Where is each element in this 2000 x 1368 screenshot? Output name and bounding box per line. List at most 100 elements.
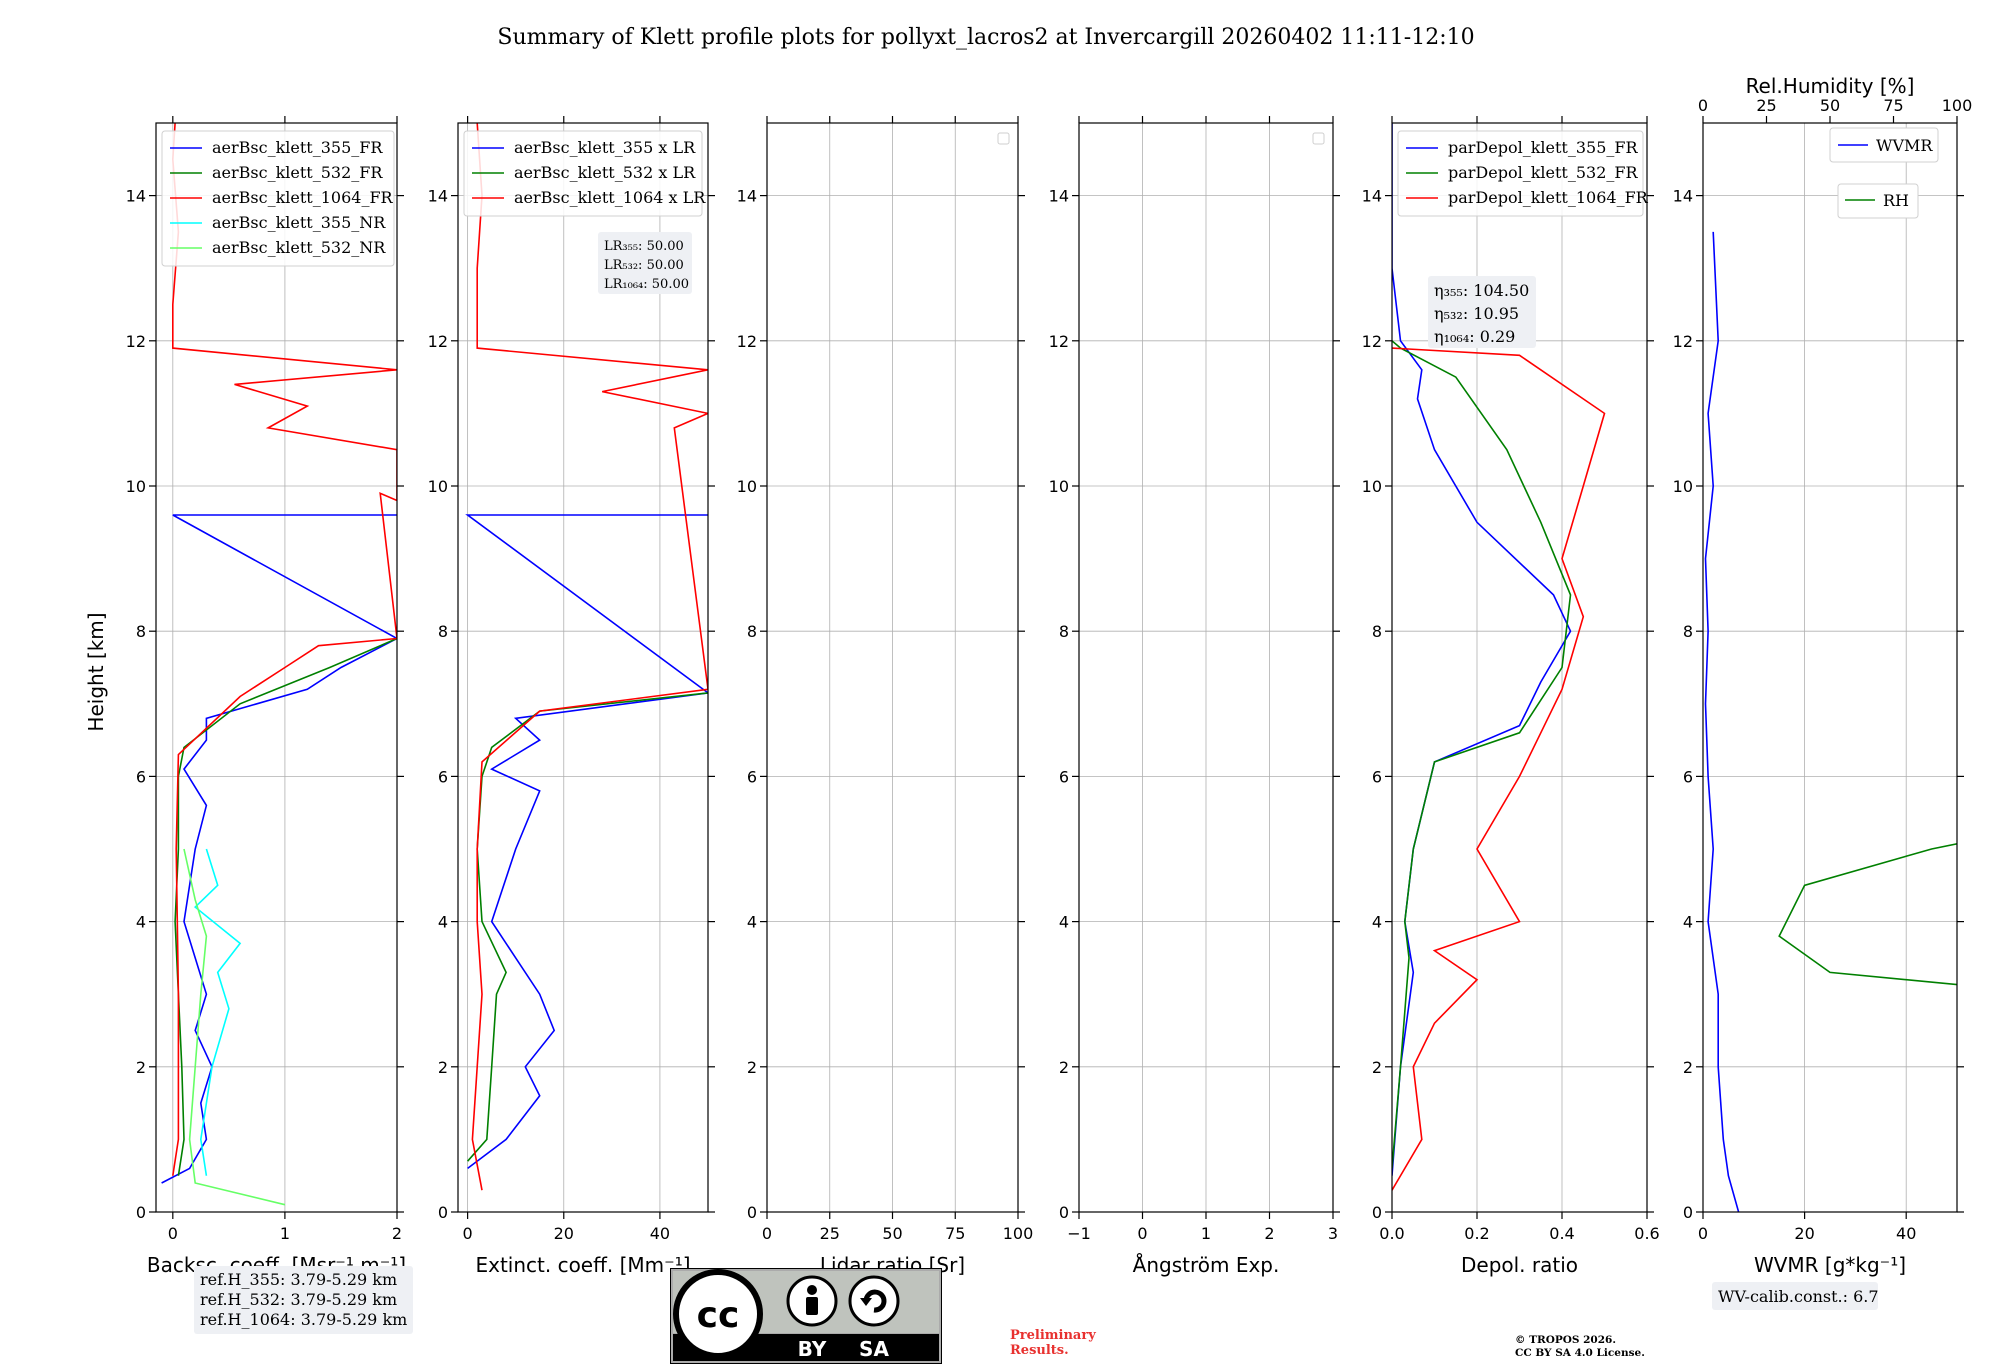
x-tick-label: 40 xyxy=(1896,1224,1916,1243)
series-line-aerBsc_klett_532 x LR xyxy=(468,693,708,1161)
x-tick-label: 0 xyxy=(762,1224,772,1243)
y-tick-label: 4 xyxy=(438,913,448,932)
x2-axis-label: Rel.Humidity [%] xyxy=(1746,74,1915,98)
sa-share-alike-icon xyxy=(850,1277,898,1325)
y-tick-label: 14 xyxy=(1362,187,1382,206)
y-tick-label: 8 xyxy=(1372,622,1382,641)
x-axis-label: Depol. ratio xyxy=(1461,1253,1578,1277)
legend-label: RH xyxy=(1883,191,1909,210)
lidar-ratio-label: LR₁₀₆₄: 50.00 xyxy=(604,277,689,292)
series-line-RH xyxy=(1779,668,2000,1213)
series-line-aerBsc_klett_355_FR xyxy=(162,515,397,1183)
y-tick-label: 12 xyxy=(1673,332,1693,351)
series-line-parDepol_klett_532_FR xyxy=(1392,341,1571,1169)
x-tick-label: −1 xyxy=(1067,1224,1091,1243)
y-tick-label: 12 xyxy=(1049,332,1069,351)
x-tick-label: 100 xyxy=(1003,1224,1034,1243)
legend-label: aerBsc_klett_1064 x LR xyxy=(514,188,706,207)
series-group xyxy=(162,123,397,1205)
empty-legend-box xyxy=(998,133,1009,144)
series-line-aerBsc_klett_355_NR xyxy=(195,849,240,1176)
y-tick-label: 6 xyxy=(1683,767,1693,786)
y-tick-label: 8 xyxy=(438,622,448,641)
copyright-note: © TROPOS 2026. CC BY SA 4.0 License. xyxy=(1515,1334,1645,1360)
x-tick-label: 0 xyxy=(463,1224,473,1243)
x-tick-label: 75 xyxy=(945,1224,965,1243)
y-tick-label: 14 xyxy=(737,187,757,206)
y-tick-label: 10 xyxy=(126,477,146,496)
x-tick-label: 2 xyxy=(1264,1224,1274,1243)
cc-text: cc xyxy=(697,1295,740,1336)
eta-label: η₃₅₅: 104.50 xyxy=(1434,281,1529,300)
y-tick-label: 6 xyxy=(1372,767,1382,786)
y-tick-label: 12 xyxy=(126,332,146,351)
x2-tick-label: 25 xyxy=(1756,96,1776,115)
wv-calib-label: WV-calib.const.: 6.7 xyxy=(1718,1287,1879,1306)
axes-frame xyxy=(156,123,397,1212)
y-tick-label: 4 xyxy=(1683,913,1693,932)
x-tick-label: 0 xyxy=(1137,1224,1147,1243)
series-group xyxy=(1706,232,2000,1212)
x-tick-label: 50 xyxy=(882,1224,902,1243)
lidar-ratio-label: LR₃₅₅: 50.00 xyxy=(604,239,684,254)
eta-label: η₅₃₂: 10.95 xyxy=(1434,304,1519,323)
y-tick-label: 6 xyxy=(1059,767,1069,786)
y-tick-label: 0 xyxy=(1683,1203,1693,1222)
preliminary-line: Preliminary xyxy=(1010,1328,1096,1343)
y-tick-label: 8 xyxy=(1059,622,1069,641)
x-axis-label: Extinct. coeff. [Mm⁻¹] xyxy=(475,1253,690,1277)
y-tick-label: 2 xyxy=(1059,1058,1069,1077)
legend-label: WVMR xyxy=(1876,136,1933,155)
legend-label: aerBsc_klett_355_NR xyxy=(212,213,386,232)
x-tick-label: 0.2 xyxy=(1464,1224,1489,1243)
y-tick-label: 12 xyxy=(1362,332,1382,351)
y-tick-label: 8 xyxy=(1683,622,1693,641)
copyright-line: © TROPOS 2026. xyxy=(1515,1334,1645,1347)
x-tick-label: 0.0 xyxy=(1379,1224,1404,1243)
y-tick-label: 0 xyxy=(438,1203,448,1222)
x-tick-label: 40 xyxy=(650,1224,670,1243)
by-label: BY xyxy=(798,1337,827,1361)
y-tick-label: 0 xyxy=(747,1203,757,1222)
y-tick-label: 2 xyxy=(136,1058,146,1077)
y-tick-label: 10 xyxy=(737,477,757,496)
x-tick-label: 20 xyxy=(1794,1224,1814,1243)
y-tick-label: 14 xyxy=(1673,187,1693,206)
lidar-ratio-label: LR₅₃₂: 50.00 xyxy=(604,258,684,273)
x-axis-label: WVMR [g*kg⁻¹] xyxy=(1754,1253,1906,1277)
y-tick-label: 10 xyxy=(1673,477,1693,496)
legend-label: aerBsc_klett_355 x LR xyxy=(514,138,696,157)
y-tick-label: 6 xyxy=(747,767,757,786)
y-axis-label: Height [km] xyxy=(84,612,108,731)
results-line: Results. xyxy=(1010,1343,1096,1358)
ref-height-532: ref.H_532: 3.79-5.29 km xyxy=(200,1290,407,1310)
empty-legend-box xyxy=(1313,133,1324,144)
y-tick-label: 4 xyxy=(136,913,146,932)
legend-label: parDepol_klett_532_FR xyxy=(1448,163,1639,182)
x-tick-label: 20 xyxy=(554,1224,574,1243)
y-tick-label: 6 xyxy=(136,767,146,786)
x2-tick-label: 50 xyxy=(1820,96,1840,115)
legend-label: aerBsc_klett_532_NR xyxy=(212,238,386,257)
series-line-WVMR xyxy=(1706,232,1739,1212)
y-tick-label: 12 xyxy=(737,332,757,351)
y-tick-label: 10 xyxy=(1049,477,1069,496)
y-tick-label: 4 xyxy=(747,913,757,932)
preliminary-results-note: Preliminary Results. xyxy=(1010,1328,1096,1358)
sa-label: SA xyxy=(859,1337,889,1361)
y-tick-label: 0 xyxy=(1372,1203,1382,1222)
x-tick-label: 25 xyxy=(820,1224,840,1243)
y-tick-label: 12 xyxy=(428,332,448,351)
ref-height-355: ref.H_355: 3.79-5.29 km xyxy=(200,1270,407,1290)
y-tick-label: 6 xyxy=(438,767,448,786)
y-tick-label: 2 xyxy=(438,1058,448,1077)
legend-label: aerBsc_klett_532 x LR xyxy=(514,163,696,182)
y-tick-label: 2 xyxy=(1683,1058,1693,1077)
reference-height-box: ref.H_355: 3.79-5.29 km ref.H_532: 3.79-… xyxy=(194,1266,413,1334)
license-line: CC BY SA 4.0 License. xyxy=(1515,1347,1645,1360)
x2-tick-label: 75 xyxy=(1883,96,1903,115)
